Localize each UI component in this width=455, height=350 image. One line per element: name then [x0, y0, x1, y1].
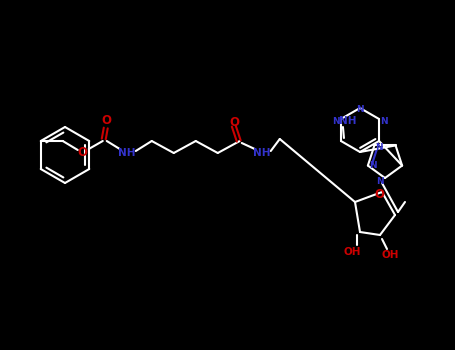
- Text: N: N: [376, 176, 384, 186]
- Text: O: O: [230, 117, 240, 130]
- Text: N: N: [376, 143, 383, 152]
- Text: N: N: [369, 161, 377, 170]
- Text: NH: NH: [253, 148, 271, 158]
- Text: N: N: [332, 117, 340, 126]
- Text: N: N: [356, 105, 364, 114]
- Text: NH: NH: [339, 116, 357, 126]
- Text: N: N: [380, 117, 388, 126]
- Text: NH: NH: [118, 148, 136, 158]
- Text: O: O: [78, 147, 88, 160]
- Text: O: O: [374, 188, 384, 201]
- Text: OH: OH: [343, 247, 361, 257]
- Text: O: O: [102, 114, 112, 127]
- Text: OH: OH: [381, 250, 399, 260]
